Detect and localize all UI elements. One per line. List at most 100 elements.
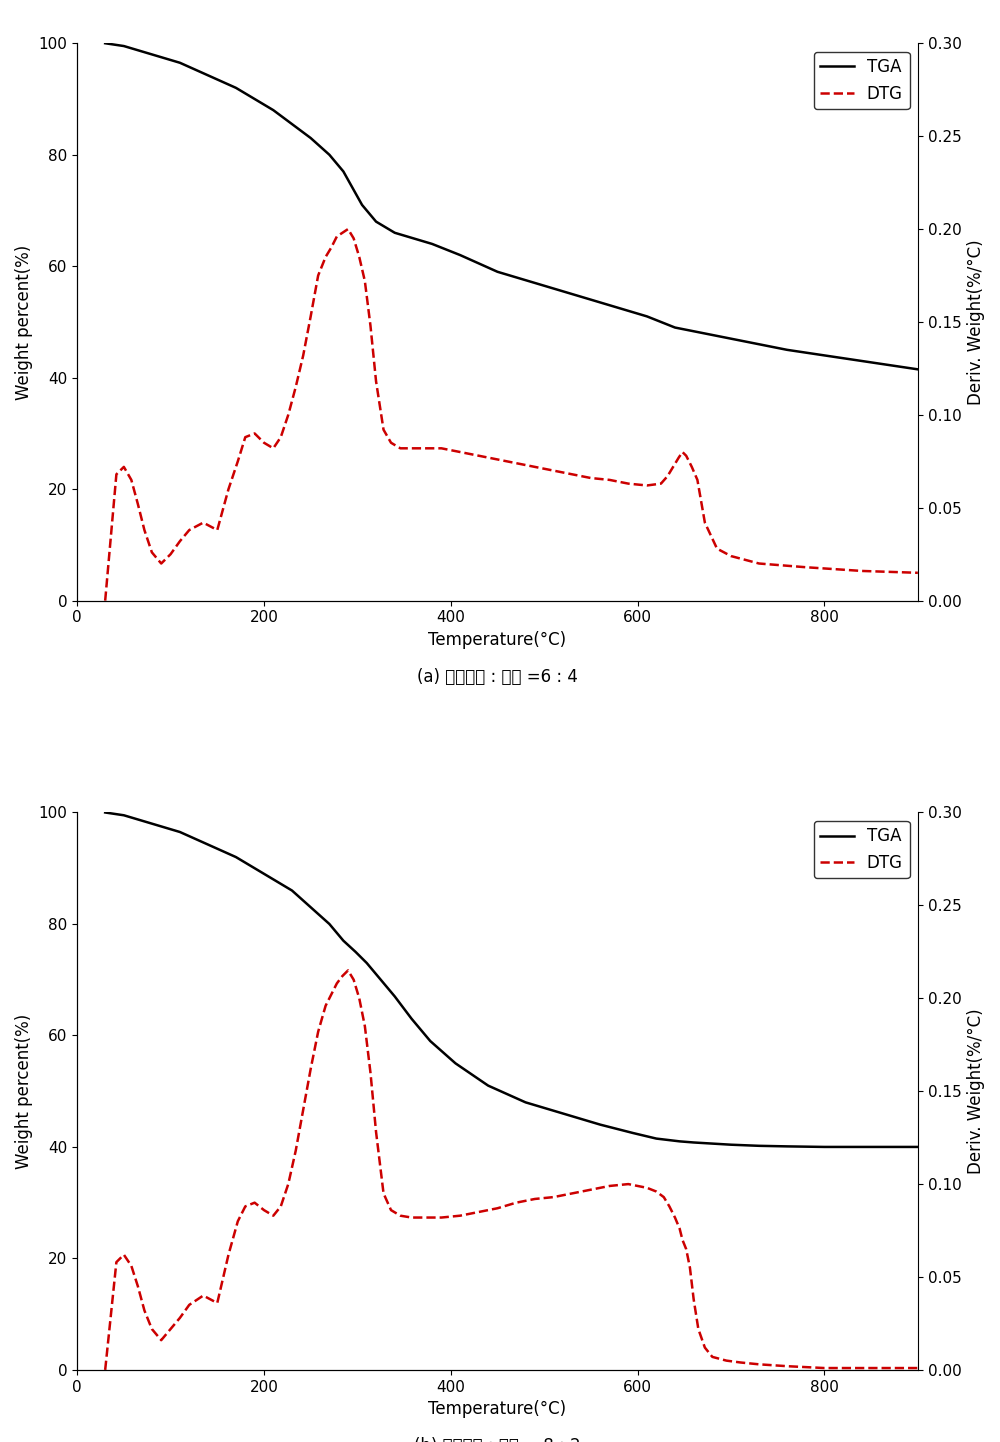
TGA [482, 1077, 494, 1094]
TGA [323, 916, 335, 933]
TGA [856, 352, 868, 369]
TGA [781, 1138, 793, 1155]
DTG [99, 1361, 111, 1379]
DTG [641, 477, 653, 495]
TGA [389, 988, 401, 1005]
TGA [449, 1054, 461, 1071]
TGA [706, 1135, 718, 1152]
TGA [137, 43, 149, 61]
TGA [674, 1133, 686, 1151]
TGA [347, 180, 359, 198]
TGA [99, 803, 111, 820]
TGA [286, 883, 298, 900]
DTG [378, 1185, 390, 1203]
DTG [912, 564, 924, 581]
TGA [669, 319, 681, 336]
TGA [697, 324, 709, 342]
Line: TGA: TGA [105, 812, 918, 1146]
TGA [174, 55, 186, 72]
DTG [282, 1175, 294, 1193]
Legend: TGA, DTG: TGA, DTG [814, 820, 910, 878]
TGA [305, 898, 317, 916]
X-axis label: Temperature(°C): Temperature(°C) [428, 632, 567, 649]
TGA [249, 91, 261, 108]
DTG [912, 1360, 924, 1377]
TGA [753, 1138, 765, 1155]
TGA [137, 812, 149, 829]
TGA [389, 224, 401, 241]
DTG [492, 1200, 504, 1217]
TGA [361, 955, 373, 972]
Text: (a) 양돈분뇨 : 이탄 =6 : 4: (a) 양돈분뇨 : 이탄 =6 : 4 [417, 668, 578, 685]
TGA [211, 71, 223, 88]
DTG [725, 548, 737, 565]
TGA [529, 274, 541, 291]
TGA [912, 1138, 924, 1155]
TGA [650, 1131, 662, 1148]
TGA [406, 1009, 418, 1027]
TGA [211, 841, 223, 858]
DTG [165, 545, 177, 562]
TGA [337, 932, 349, 949]
Text: (b) 양돈분뇨 : 이탄 = 8 : 2: (b) 양돈분뇨 : 이탄 = 8 : 2 [414, 1436, 581, 1442]
TGA [566, 286, 578, 303]
Legend: TGA, DTG: TGA, DTG [814, 52, 910, 110]
TGA [305, 130, 317, 147]
TGA [350, 943, 362, 960]
TGA [323, 146, 335, 163]
DTG [99, 593, 111, 610]
TGA [454, 247, 466, 264]
TGA [356, 196, 368, 213]
TGA [407, 229, 419, 247]
TGA [426, 235, 438, 252]
TGA [118, 806, 130, 823]
TGA [688, 1133, 700, 1151]
DTG [331, 228, 343, 245]
X-axis label: Temperature(°C): Temperature(°C) [428, 1400, 567, 1417]
TGA [337, 163, 349, 180]
TGA [641, 307, 653, 324]
TGA [520, 1093, 532, 1110]
DTG [781, 1357, 793, 1374]
Y-axis label: Weight percent(%): Weight percent(%) [15, 1014, 33, 1169]
TGA [155, 818, 167, 835]
TGA [865, 1138, 877, 1155]
DTG [342, 962, 354, 979]
Y-axis label: Deriv. Weight(%/°C): Deriv. Weight(%/°C) [967, 1008, 985, 1174]
TGA [267, 871, 279, 888]
TGA [155, 49, 167, 66]
TGA [193, 62, 205, 79]
TGA [267, 101, 279, 118]
TGA [286, 115, 298, 133]
DTG [353, 248, 365, 265]
Line: DTG: DTG [105, 970, 918, 1370]
TGA [370, 213, 382, 231]
Y-axis label: Deriv. Weight(%/°C): Deriv. Weight(%/°C) [967, 239, 985, 405]
TGA [492, 262, 504, 280]
TGA [912, 360, 924, 378]
TGA [818, 1138, 830, 1155]
TGA [725, 1136, 737, 1154]
DTG [183, 522, 195, 539]
DTG [342, 221, 354, 238]
TGA [627, 1125, 639, 1142]
TGA [818, 346, 830, 363]
TGA [249, 859, 261, 877]
TGA [753, 336, 765, 353]
TGA [781, 342, 793, 359]
TGA [725, 330, 737, 348]
TGA [594, 1116, 606, 1133]
TGA [118, 37, 130, 55]
TGA [375, 970, 387, 988]
TGA [230, 848, 242, 865]
TGA [893, 358, 905, 375]
TGA [174, 823, 186, 841]
Line: DTG: DTG [105, 229, 918, 601]
TGA [664, 1132, 676, 1149]
DTG [118, 1246, 130, 1263]
TGA [193, 832, 205, 849]
TGA [99, 35, 111, 52]
TGA [230, 79, 242, 97]
TGA [424, 1032, 436, 1050]
TGA [604, 297, 616, 314]
